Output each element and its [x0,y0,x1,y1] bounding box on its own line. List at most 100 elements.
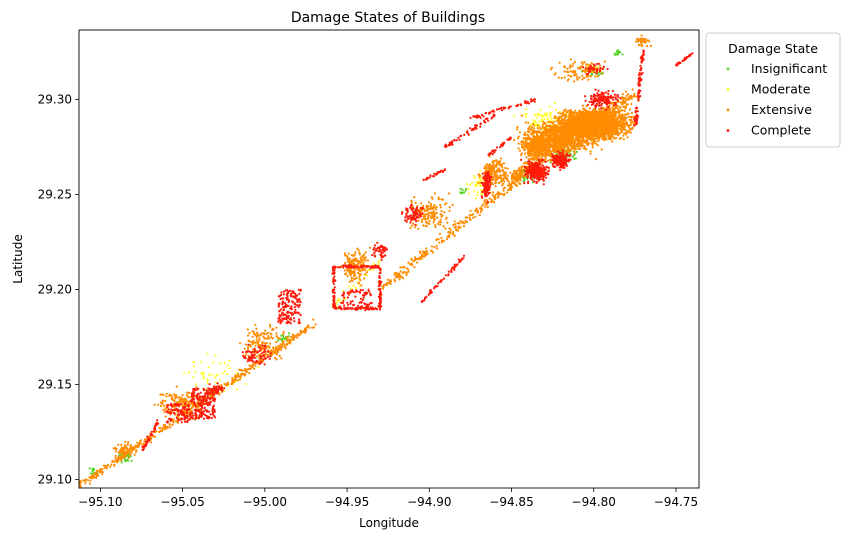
data-point [618,105,621,108]
data-point [436,247,439,250]
data-point [286,339,289,342]
data-point [386,278,389,281]
data-point [165,426,168,430]
data-point [217,373,220,376]
data-point [421,255,425,258]
data-point [609,112,612,115]
data-point [621,113,624,116]
data-point [574,109,577,112]
data-point [192,365,196,368]
data-point [592,113,595,116]
data-point [562,140,566,143]
data-point [558,136,562,140]
data-point [544,131,547,134]
data-point [401,266,404,269]
data-point [550,118,553,121]
data-point [611,140,614,143]
data-point [595,142,598,146]
data-point [243,374,246,377]
data-point [464,216,467,219]
data-point [438,232,442,235]
data-point [478,177,481,180]
data-point [586,110,589,113]
data-point [506,184,510,187]
data-point [590,119,593,122]
data-point [625,129,628,132]
data-point [589,123,592,127]
data-point [555,120,558,123]
data-point [622,120,625,123]
data-point [591,146,594,149]
data-point [424,250,427,253]
data-point [394,276,398,279]
data-point [372,262,375,265]
data-point [625,121,628,124]
data-point [622,100,625,103]
data-point [564,119,568,122]
data-point [383,283,386,287]
data-point [506,191,509,194]
data-point [611,106,614,109]
data-point [215,381,218,384]
data-point [95,473,98,477]
data-point [467,187,470,190]
data-point [480,193,483,196]
data-point [549,113,552,116]
data-point [579,147,582,150]
data-point [543,127,546,130]
data-point [459,187,462,190]
data-point [543,114,546,117]
data-point [598,129,601,132]
data-point [550,126,553,129]
data-point [88,482,91,485]
data-point [609,119,612,123]
data-point [612,127,615,131]
data-point [605,116,608,119]
data-point [172,421,175,424]
data-point [569,109,573,112]
data-point [440,239,443,242]
data-point [393,278,396,281]
data-point [93,468,96,471]
data-point [608,137,611,140]
data-point [554,146,557,150]
data-point [420,253,423,256]
data-point [575,150,579,153]
data-point [247,368,250,371]
data-point [416,261,419,264]
data-point [590,129,593,132]
data-point [377,262,380,265]
data-point [555,116,558,119]
data-point [290,335,293,338]
data-point [452,230,455,234]
data-point [579,113,582,116]
data-point [115,459,118,462]
data-point [218,393,221,396]
data-point [228,367,231,370]
data-point [571,155,574,158]
data-point [468,214,471,217]
data-point [580,143,584,146]
data-point [497,194,500,197]
data-point [479,210,482,213]
data-point [519,179,522,182]
data-point [601,129,604,133]
data-point [413,266,416,269]
data-point [113,460,116,463]
data-point [513,114,516,117]
data-point [555,108,558,112]
data-point [515,184,519,187]
data-point [236,379,240,382]
data-point [223,362,226,365]
data-point [568,150,571,153]
data-point [158,427,161,430]
data-point [221,372,224,375]
data-point [613,115,617,118]
data-point [580,111,584,114]
data-point [590,142,593,145]
data-point [620,116,623,119]
data-point [581,137,585,140]
data-point [101,471,104,474]
data-point [618,137,621,140]
data-point [405,267,408,270]
